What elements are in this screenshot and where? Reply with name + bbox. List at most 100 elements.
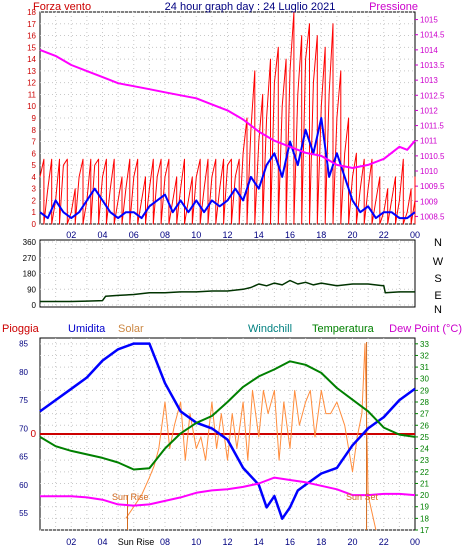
humidity-line [39,342,416,520]
hour-tick-label: 12 [222,537,232,547]
humidity-title: Umidita [68,323,106,335]
wind-pressure-hour-axis: 02 04 06 08 10 12 14 16 18 20 22 00 [66,230,420,240]
temperature-tick-label: 26 [420,421,429,430]
temperature-tick-label: 22 [420,468,429,477]
temperature-tick-label: 19 [420,503,429,512]
pressure-tick-label: 1011 [420,137,438,146]
pressure-tick-label: 1013 [420,76,438,85]
hour-tick-label: 18 [316,230,326,240]
solar-title: Solar [118,323,144,335]
dewpoint-title: Dew Point (°C) [389,323,462,335]
wind-direction-tick-label: 360 [23,238,37,247]
wind-direction-series [40,279,415,303]
hour-tick-label: 14 [254,230,264,240]
wind-speed-tick-label: 15 [27,43,36,52]
temperature-tick-label: 18 [420,514,429,523]
wind-speed-tick-label: 4 [32,173,37,182]
compass-label: E [434,290,441,302]
pressure-tick-label: 1015 [420,16,438,25]
hour-tick-label: 08 [160,230,170,240]
humidity-tick-label: 60 [19,481,28,490]
hour-tick-label: 10 [191,230,201,240]
wind-direction-line [40,279,415,303]
rain-title: Pioggia [2,323,40,335]
hour-tick-label: 02 [66,537,76,547]
temperature-tick-label: 25 [420,433,429,442]
wind-gust-line [39,117,416,220]
wind-speed-tick-label: 14 [27,55,36,64]
dewpoint-line [40,476,416,507]
wind-speed-title: Forza vento [33,1,91,13]
pressure-tick-label: 1009.5 [420,182,445,191]
sun-rise-axis-label: Sun Rise [118,537,155,547]
temperature-tick-label: 24 [420,445,429,454]
wind-speed-tick-label: 5 [32,161,37,170]
chart-title: 24 hour graph day : 24 Luglio 2021 [165,1,336,13]
wind-direction-grid [40,240,415,307]
temperature-tick-label: 27 [420,410,429,419]
windchill-title: Windchill [248,323,292,335]
pressure-line [39,48,416,169]
hour-tick-label: 04 [97,537,107,547]
hour-tick-label: 20 [347,230,357,240]
humidity-tick-label: 75 [19,396,28,405]
temperature-axis: 17 18 19 20 21 22 23 24 25 26 27 28 29 30 31 32 33 [415,340,429,535]
wind-direction-tick-label: 270 [23,254,37,263]
wind-direction-tick-label: 0 [32,301,37,310]
pressure-tick-label: 1009 [420,197,438,206]
wind-speed-tick-label: 10 [27,102,36,111]
humidity-axis: 55 60 65 70 75 80 85 [19,340,28,518]
pressure-tick-label: 1008.5 [420,212,445,221]
wind-direction-axis: 0 90 180 270 360 [23,238,37,310]
wind-speed-tick-label: 12 [27,79,36,88]
hour-tick-label: 02 [66,230,76,240]
solar-line [125,343,377,531]
wind-speed-tick-label: 11 [28,90,37,99]
hour-tick-label: 16 [285,537,295,547]
hour-tick-label: 16 [285,230,295,240]
sun-rise-label: Sun Rise [112,492,149,502]
hour-tick-label: 20 [347,537,357,547]
compass-label: S [434,273,441,285]
temperature-tick-label: 33 [420,340,429,349]
wind-speed-tick-label: 17 [27,20,36,29]
wind-speed-tick-label: 8 [32,126,37,135]
hour-tick-label: 10 [191,537,201,547]
wind-speed-tick-label: 1 [32,208,37,217]
pressure-tick-label: 1012.5 [420,91,445,100]
temperature-tick-label: 17 [420,526,429,535]
hour-tick-label: 08 [160,537,170,547]
humidity-temperature-panel: Pioggia Umidita Solar Windchill Temperat… [2,323,462,547]
pressure-tick-label: 1010.5 [420,152,445,161]
humidity-tick-label: 80 [19,368,28,377]
hour-tick-label: 06 [129,230,139,240]
pressure-title: Pressione [369,1,418,13]
pressure-tick-label: 1012 [420,106,438,115]
wind-speed-tick-label: 7 [32,138,37,147]
humidity-tick-label: 85 [19,340,28,349]
temperature-tick-label: 21 [420,479,429,488]
hour-tick-label: 22 [379,230,389,240]
compass-label: N [434,304,442,316]
pressure-tick-label: 1011.5 [420,122,444,131]
temperature-tick-label: 32 [420,351,429,360]
hour-tick-label: 04 [97,230,107,240]
pressure-tick-label: 1010 [420,167,438,176]
compass-label: N [434,237,442,249]
wind-speed-tick-label: 18 [27,8,36,17]
pressure-tick-label: 1013.5 [420,61,445,70]
humidity-temperature-series [39,342,416,531]
humidity-temperature-hour-axis: 02 04 08 10 12 14 16 18 20 22 00 [66,537,420,547]
wind-speed-tick-label: 0 [32,220,37,229]
hour-tick-label: 00 [410,537,420,547]
pressure-tick-label: 1014 [420,46,438,55]
hour-tick-label: 22 [379,537,389,547]
wind-speed-tick-label: 6 [32,149,37,158]
humidity-tick-label: 65 [19,453,28,462]
temperature-tick-label: 30 [420,375,429,384]
